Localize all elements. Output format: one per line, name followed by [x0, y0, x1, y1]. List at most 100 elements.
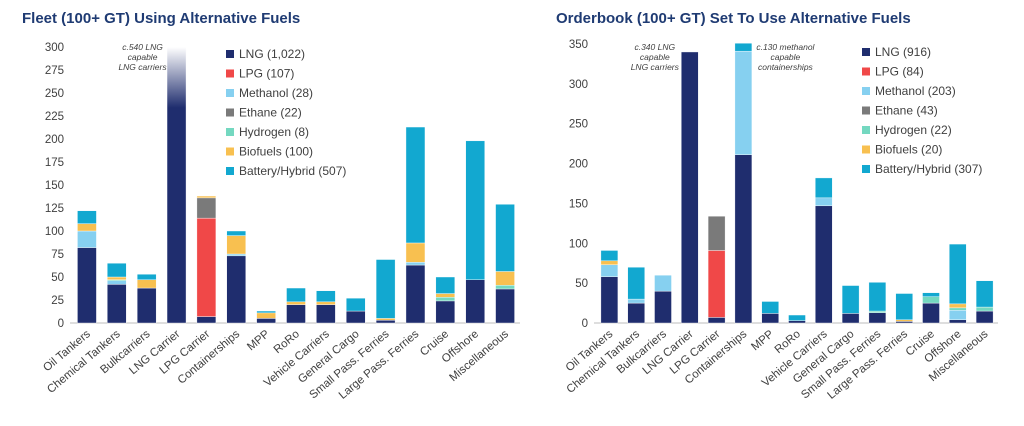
- fleet-legend-swatch: [226, 147, 234, 156]
- fleet-y-tick-label: 175: [45, 157, 64, 169]
- fleet-bar-segment: [375, 259, 396, 319]
- fleet-legend-swatch: [226, 50, 234, 58]
- orderbook-legend-swatch: [862, 145, 870, 154]
- orderbook-annotation-line: c.340 LNG: [634, 42, 675, 52]
- orderbook-legend-label: Battery/Hybrid (307): [875, 162, 982, 176]
- fleet-y-tick-label: 225: [45, 111, 64, 123]
- orderbook-legend-swatch: [862, 106, 870, 115]
- orderbook-bar-segment: [815, 197, 833, 207]
- orderbook-bar-segment: [949, 310, 967, 321]
- orderbook-bar-segment: [707, 250, 726, 318]
- fleet-bar-segment: [465, 140, 485, 280]
- fleet-bar-segment: [316, 290, 336, 303]
- orderbook-legend-label: LPG (84): [875, 65, 924, 79]
- orderbook-bar-segment: [841, 285, 860, 314]
- orderbook-bar-segment: [734, 43, 753, 52]
- orderbook-bar-segment: [922, 302, 940, 324]
- fleet-bar-segment: [435, 276, 456, 294]
- orderbook-bar-segment: [868, 312, 887, 324]
- orderbook-y-tick-label: 350: [569, 39, 588, 51]
- orderbook-bar-segment: [654, 274, 672, 292]
- orderbook-bar-segment: [922, 292, 940, 297]
- fleet-legend-swatch: [226, 128, 234, 136]
- orderbook-bar-segment: [761, 313, 779, 324]
- fleet-y-tick-label: 125: [45, 203, 64, 215]
- fleet-bar-segment: [226, 230, 246, 236]
- orderbook-bar-segment: [815, 205, 833, 324]
- fleet-y-tick-label: 50: [51, 272, 64, 284]
- fleet-chart-title: Fleet (100+ GT) Using Alternative Fuels: [22, 10, 301, 27]
- orderbook-bar-segment: [627, 298, 645, 304]
- fleet-legend-swatch: [226, 89, 234, 97]
- fleet-legend-swatch: [226, 167, 234, 175]
- fleet-legend-label: Methanol (28): [239, 86, 313, 100]
- fleet-annotation-line: capable: [128, 52, 158, 62]
- orderbook-legend-label: Ethane (43): [875, 104, 938, 118]
- fleet-legend-label: LNG (1,022): [239, 47, 305, 61]
- orderbook-bar-segment: [627, 267, 645, 300]
- fleet-bar-segment: [405, 126, 426, 244]
- orderbook-bar-segment: [627, 302, 645, 324]
- orderbook-annotation-line: capable: [771, 52, 801, 62]
- fleet-y-tick-label: 200: [45, 134, 64, 146]
- fleet-bar-segment: [346, 297, 366, 312]
- orderbook-legend-swatch: [862, 87, 870, 95]
- orderbook-bar-segment: [922, 296, 940, 304]
- orderbook-legend-label: LNG (916): [875, 45, 931, 59]
- fleet-y-tick-label: 150: [45, 180, 64, 192]
- fleet-legend-label: Hydrogen (8): [239, 125, 309, 139]
- fleet-bar-segment: [107, 263, 127, 278]
- orderbook-legend-swatch: [862, 67, 870, 76]
- fleet-bar-segment: [256, 310, 276, 314]
- orderbook-bar-segment: [949, 307, 967, 311]
- fleet-y-tick-label: 25: [51, 295, 64, 307]
- orderbook-bar-segment: [600, 264, 619, 277]
- fleet-y-tick-label: 100: [45, 226, 64, 238]
- orderbook-y-tick-label: 200: [569, 159, 588, 171]
- orderbook-bar-segment: [600, 250, 619, 262]
- orderbook-bar-segment: [841, 313, 860, 324]
- fleet-bar-segment: [77, 210, 97, 224]
- orderbook-bar-segment: [734, 50, 753, 156]
- orderbook-annotation-line: capable: [640, 52, 670, 62]
- orderbook-bar-segment: [975, 306, 994, 312]
- fleet-bar-segment: [495, 204, 515, 272]
- orderbook-bar-segment: [600, 276, 619, 324]
- orderbook-y-tick-label: 250: [569, 119, 588, 131]
- fleet-legend-label: Biofuels (100): [239, 145, 313, 159]
- orderbook-bar-segment: [788, 320, 806, 324]
- orderbook-legend-swatch: [862, 48, 870, 56]
- orderbook-annotation-line: c.130 methanol: [756, 42, 815, 52]
- orderbook-bar-segment: [788, 314, 806, 321]
- orderbook-bar-segment: [949, 319, 967, 324]
- orderbook-bar-segment: [600, 260, 619, 266]
- orderbook-bar-segment: [654, 290, 672, 324]
- fleet-legend-label: Ethane (22): [239, 106, 302, 120]
- orderbook-bar-segment: [975, 280, 994, 308]
- fleet-y-tick-label: 0: [58, 318, 64, 330]
- orderbook-bar-segment: [895, 319, 913, 322]
- orderbook-bar-segment: [761, 301, 779, 314]
- fleet-y-tick-label: 250: [45, 88, 64, 100]
- fleet-bar-segment: [286, 287, 306, 303]
- orderbook-bar-segment: [868, 282, 887, 312]
- orderbook-legend-label: Methanol (203): [875, 84, 956, 98]
- fleet-bar-segment: [136, 274, 157, 280]
- orderbook-bar-segment: [868, 310, 887, 313]
- fleet-y-tick-label: 75: [51, 249, 64, 261]
- orderbook-y-tick-label: 50: [575, 278, 588, 290]
- orderbook-legend-label: Hydrogen (22): [875, 123, 952, 137]
- orderbook-annotation-line: LNG carriers: [631, 62, 680, 72]
- fleet-y-tick-label: 300: [45, 42, 64, 54]
- fleet-bar-segment: [166, 46, 187, 324]
- orderbook-bar-segment: [815, 177, 833, 199]
- fleet-legend-label: LPG (107): [239, 67, 294, 81]
- fleet-annotation-line: LNG carriers: [118, 62, 167, 72]
- orderbook-bar-segment: [949, 303, 967, 309]
- orderbook-legend-swatch: [862, 165, 870, 173]
- orderbook-chart-title: Orderbook (100+ GT) Set To Use Alternati…: [556, 10, 911, 27]
- fleet-bar-segment: [196, 195, 217, 199]
- orderbook-y-tick-label: 300: [569, 79, 588, 91]
- fleet-legend-label: Battery/Hybrid (507): [239, 164, 346, 178]
